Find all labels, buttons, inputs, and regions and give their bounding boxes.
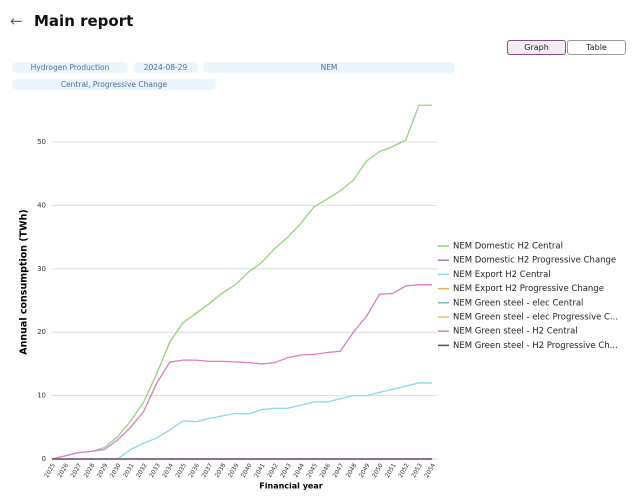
x-tick-label: 2044 — [292, 462, 306, 479]
legend-label: NEM Domestic H2 Central — [453, 242, 563, 252]
x-tick-label: 2054 — [423, 462, 437, 479]
filter-chip[interactable]: Central, Progressive Change — [12, 79, 216, 90]
y-tick-label: 50 — [37, 138, 46, 146]
x-tick-label: 2026 — [56, 462, 70, 479]
x-tick-label: 2028 — [83, 462, 97, 479]
y-axis-label: Annual consumption (TWh) — [19, 209, 30, 354]
y-tick-label: 40 — [37, 201, 46, 209]
y-tick-label: 10 — [37, 392, 46, 400]
filter-chip[interactable]: 2024-08-29 — [133, 62, 198, 73]
x-tick-label: 2043 — [279, 462, 293, 479]
x-tick-label: 2037 — [201, 462, 215, 479]
filter-chip[interactable]: NEM — [203, 62, 455, 73]
x-tick-label: 2039 — [227, 462, 241, 479]
back-arrow[interactable]: ← — [10, 12, 23, 30]
x-tick-label: 2046 — [319, 462, 333, 479]
x-tick-label: 2033 — [148, 462, 162, 479]
x-tick-label: 2042 — [266, 462, 280, 479]
x-tick-label: 2049 — [358, 462, 372, 479]
x-tick-label: 2025 — [43, 462, 57, 479]
legend-label: NEM Export H2 Progressive Change — [453, 284, 604, 294]
legend-label: NEM Green steel - H2 Progressive Ch... — [453, 341, 618, 351]
x-tick-label: 2038 — [214, 462, 228, 479]
x-tick-label: 2029 — [96, 462, 110, 479]
x-tick-label: 2053 — [410, 462, 424, 479]
graph-button[interactable]: Graph — [507, 40, 566, 55]
table-button[interactable]: Table — [567, 40, 626, 55]
legend-label: NEM Green steel - elec Central — [453, 298, 583, 308]
x-tick-label: 2041 — [253, 462, 267, 479]
legend-label: NEM Export H2 Central — [453, 270, 551, 280]
x-tick-label: 2047 — [332, 462, 346, 479]
series-line — [52, 382, 432, 460]
x-tick-label: 2052 — [397, 462, 411, 479]
legend-label: NEM Domestic H2 Progressive Change — [453, 256, 616, 266]
y-tick-label: 0 — [42, 455, 46, 463]
x-tick-label: 2048 — [345, 462, 359, 479]
x-tick-label: 2045 — [305, 462, 319, 479]
filter-chip[interactable]: Hydrogen Production — [12, 62, 128, 73]
x-tick-label: 2050 — [371, 462, 385, 479]
page-title: Main report — [34, 12, 134, 30]
x-tick-label: 2030 — [109, 462, 123, 479]
x-tick-label: 2036 — [187, 462, 201, 479]
x-tick-label: 2034 — [161, 462, 175, 479]
x-tick-label: 2051 — [384, 462, 398, 479]
y-tick-label: 20 — [37, 328, 46, 336]
x-tick-label: 2031 — [122, 462, 136, 479]
x-tick-label: 2035 — [174, 462, 188, 479]
x-tick-label: 2027 — [70, 462, 84, 479]
series-line — [51, 104, 432, 460]
x-tick-label: 2040 — [240, 462, 254, 479]
series-line — [51, 284, 432, 460]
legend-label: NEM Green steel - elec Progressive C... — [453, 313, 618, 323]
legend-label: NEM Green steel - H2 Central — [453, 327, 578, 337]
x-tick-label: 2032 — [135, 462, 149, 479]
x-axis-label: Financial year — [259, 482, 322, 491]
y-tick-label: 30 — [37, 265, 46, 273]
